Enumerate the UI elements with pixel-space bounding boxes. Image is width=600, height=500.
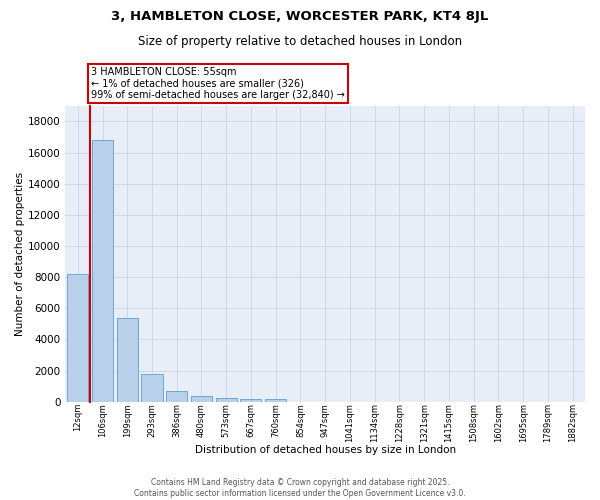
Bar [166,391,187,402]
Bar [117,318,138,402]
Text: Contains HM Land Registry data © Crown copyright and database right 2025.
Contai: Contains HM Land Registry data © Crown c… [134,478,466,498]
Bar [92,140,113,402]
Bar [241,398,262,402]
Bar [265,398,286,402]
Y-axis label: Number of detached properties: Number of detached properties [15,172,25,336]
Text: Size of property relative to detached houses in London: Size of property relative to detached ho… [138,35,462,48]
Bar [191,396,212,402]
Bar [67,274,88,402]
Bar [142,374,163,402]
Bar [216,398,237,402]
X-axis label: Distribution of detached houses by size in London: Distribution of detached houses by size … [194,445,456,455]
Text: 3 HAMBLETON CLOSE: 55sqm
← 1% of detached houses are smaller (326)
99% of semi-d: 3 HAMBLETON CLOSE: 55sqm ← 1% of detache… [91,67,345,100]
Text: 3, HAMBLETON CLOSE, WORCESTER PARK, KT4 8JL: 3, HAMBLETON CLOSE, WORCESTER PARK, KT4 … [112,10,488,23]
